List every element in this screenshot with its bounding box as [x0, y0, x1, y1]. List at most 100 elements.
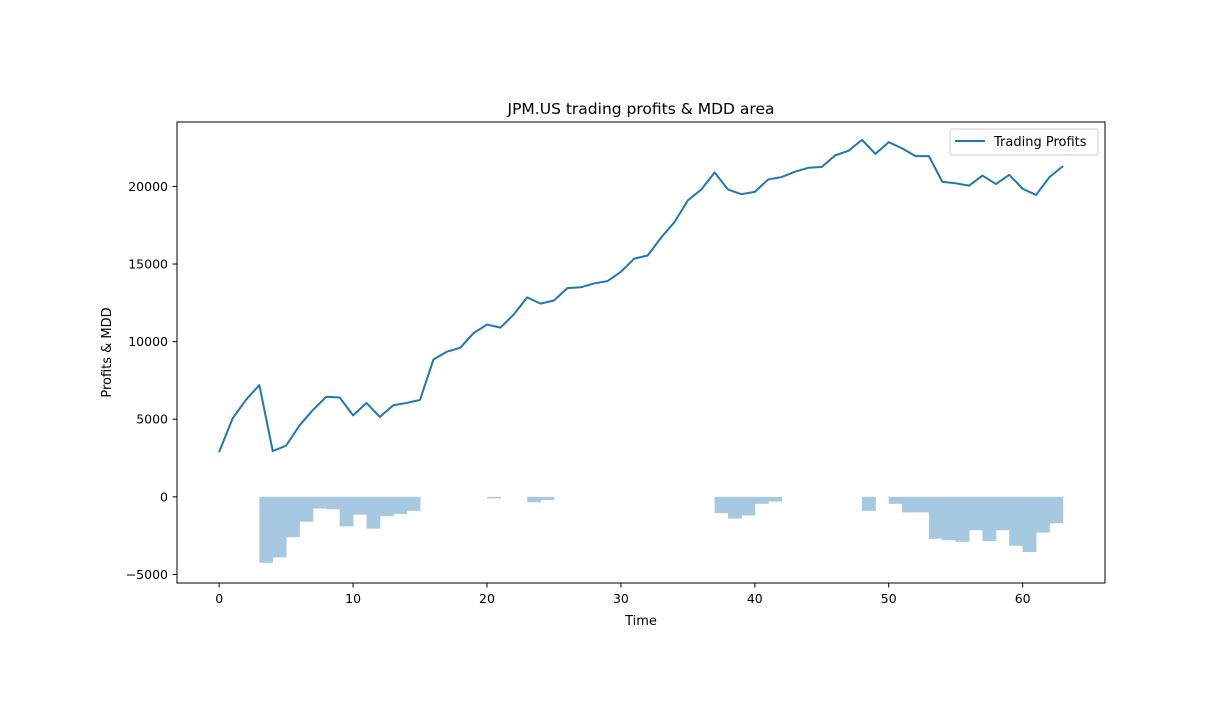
profits-point — [446, 351, 448, 353]
x-tick-label: 40 — [747, 591, 763, 606]
plot-frame — [176, 121, 1106, 584]
profits-point — [352, 414, 354, 416]
mdd-bar — [272, 496, 287, 558]
mdd-bar — [326, 496, 341, 510]
profits-point — [620, 271, 622, 273]
x-axis-ticks: 0 10 20 30 40 50 60 — [215, 583, 1031, 606]
profits-point — [392, 404, 394, 406]
profits-point — [499, 327, 501, 329]
mdd-bar — [366, 496, 381, 529]
mdd-bar — [969, 496, 983, 531]
profits-point — [379, 416, 381, 418]
mdd-bar — [754, 496, 769, 504]
profits-point — [526, 296, 528, 298]
x-tick-label: 20 — [479, 591, 495, 606]
x-tick-label: 30 — [613, 591, 629, 606]
mdd-bar — [955, 496, 970, 542]
profits-point — [821, 166, 823, 168]
profits-point — [673, 221, 676, 223]
y-tick-label: 15000 — [128, 257, 168, 272]
profits-line-layer — [218, 138, 1064, 453]
profits-point — [767, 178, 769, 181]
profits-point — [406, 402, 408, 404]
mdd-bar — [888, 496, 903, 504]
mdd-bar — [982, 496, 997, 542]
profits-point — [861, 139, 863, 141]
y-tick-label: 20000 — [128, 179, 168, 194]
profits-line — [218, 138, 1064, 453]
profits-point — [285, 445, 287, 447]
profits-point — [834, 154, 836, 156]
profits-point — [325, 396, 327, 398]
profits-point — [740, 193, 743, 195]
profits-point — [660, 237, 662, 239]
y-tick-label: 5000 — [136, 412, 168, 427]
profits-point — [874, 153, 876, 155]
x-tick-label: 60 — [1015, 591, 1031, 606]
profits-point — [1035, 194, 1037, 196]
profits-point — [807, 167, 809, 169]
legend-box — [949, 128, 1099, 156]
profits-point — [955, 182, 957, 184]
profits-point — [272, 450, 274, 452]
profits-point — [312, 409, 314, 411]
mdd-bar — [527, 496, 541, 503]
profits-point — [231, 417, 234, 420]
profits-point — [995, 183, 997, 185]
profits-point — [218, 451, 220, 453]
profits-point — [298, 424, 301, 427]
profits-point — [365, 402, 368, 404]
profits-point — [473, 332, 475, 334]
profits-point — [901, 147, 903, 149]
profits-point — [1048, 176, 1051, 178]
profits-point — [794, 171, 796, 173]
mdd-bar — [353, 496, 367, 515]
mdd-bar — [259, 496, 274, 563]
profits-point — [553, 299, 555, 302]
y-tick-label: 0 — [160, 489, 168, 504]
profits-point — [245, 399, 247, 401]
mdd-bar — [861, 496, 876, 511]
mdd-bar — [741, 496, 756, 516]
profits-point — [1008, 174, 1010, 176]
mdd-bar — [1009, 496, 1024, 546]
profits-point — [593, 282, 595, 285]
profits-point — [914, 155, 917, 157]
chart-title: JPM.US trading profits & MDD area — [507, 100, 775, 118]
mdd-bar — [942, 496, 957, 541]
profits-point — [647, 254, 649, 257]
legend-label-trading-profits: Trading Profits — [993, 135, 1087, 150]
x-tick-label: 0 — [215, 591, 223, 606]
profits-point — [513, 313, 515, 316]
mdd-bar — [902, 496, 916, 513]
profits-point — [781, 176, 783, 178]
mdd-bar — [393, 496, 408, 514]
mdd-bar — [1036, 496, 1050, 533]
legend: Trading Profits — [949, 128, 1099, 156]
profits-point — [847, 150, 850, 152]
profits-point — [700, 188, 702, 191]
profits-point — [539, 303, 542, 305]
profits-point — [928, 155, 930, 157]
mdd-bar — [768, 496, 783, 502]
profits-point — [566, 287, 568, 289]
mdd-bar — [728, 496, 742, 519]
mdd-bar — [915, 496, 930, 513]
mdd-bar — [487, 496, 501, 499]
profits-point — [754, 191, 756, 193]
profits-point — [981, 174, 984, 177]
mdd-bar — [1022, 496, 1037, 552]
y-axis-label: Profits & MDD — [100, 307, 115, 397]
y-tick-label: −5000 — [126, 567, 168, 582]
profits-point — [1022, 188, 1024, 190]
x-tick-label: 10 — [345, 591, 361, 606]
profits-point — [714, 171, 716, 174]
profits-point — [580, 286, 582, 288]
profits-point — [727, 188, 729, 191]
profits-point — [419, 399, 421, 401]
mdd-bar — [928, 496, 943, 539]
y-tick-label: 10000 — [128, 334, 168, 349]
profits-point — [968, 185, 970, 187]
profits-point — [941, 181, 943, 183]
